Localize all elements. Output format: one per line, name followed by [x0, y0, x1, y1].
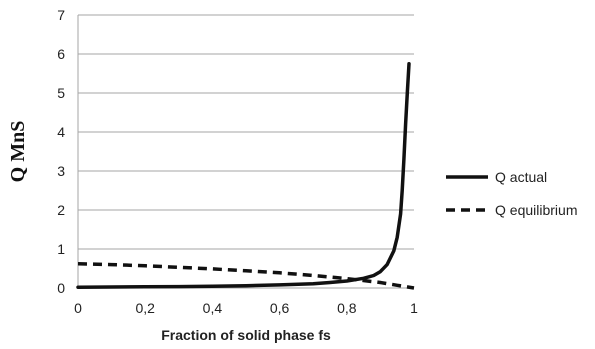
y-tick-label: 7 — [57, 7, 65, 23]
x-tick-label: 0,2 — [135, 300, 155, 316]
y-tick-labels: 0 1 2 3 4 5 6 7 — [57, 7, 65, 296]
x-tick-label: 0,8 — [337, 300, 357, 316]
y-tick-label: 3 — [57, 163, 65, 179]
series-line-q-actual — [76, 62, 411, 289]
legend: Q actual Q equilibrium — [446, 169, 577, 218]
y-tick-label: 4 — [57, 124, 65, 140]
y-tick-label: 5 — [57, 85, 65, 101]
series-lines — [76, 62, 415, 290]
y-tick-label: 1 — [57, 241, 65, 257]
y-tick-label: 0 — [57, 280, 65, 296]
grid-lines — [77, 14, 414, 289]
y-axis-label: Q MnS — [7, 121, 29, 183]
x-tick-label: 0,4 — [203, 300, 223, 316]
legend-label: Q actual — [495, 169, 547, 185]
legend-label: Q equilibrium — [495, 202, 577, 218]
y-tick-label: 2 — [57, 202, 65, 218]
x-tick-label: 1 — [410, 300, 418, 316]
y-tick-label: 6 — [57, 46, 65, 62]
x-tick-label: 0 — [74, 300, 82, 316]
series-line-q-equilibrium — [77, 262, 415, 290]
x-axis-label: Fraction of solid phase fs — [161, 327, 331, 343]
x-tick-labels: 0 0,2 0,4 0,6 0,8 1 — [74, 300, 418, 316]
x-tick-label: 0,6 — [270, 300, 290, 316]
